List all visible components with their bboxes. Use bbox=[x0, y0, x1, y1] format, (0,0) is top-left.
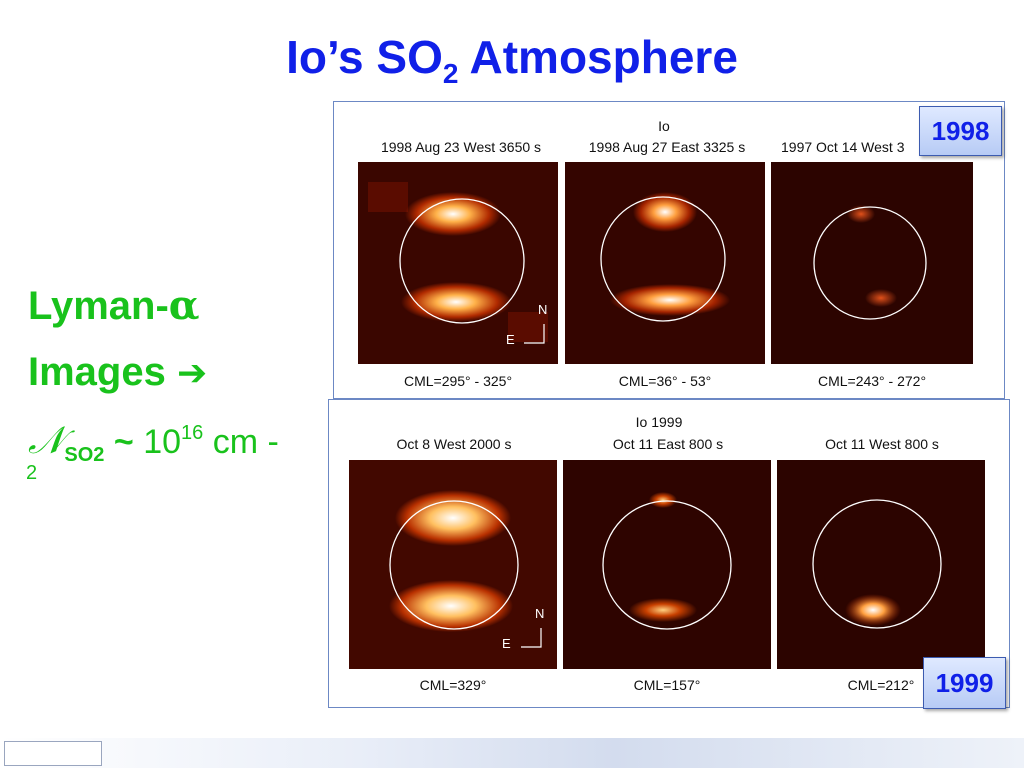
cml-label: CML=295° - 325° bbox=[403, 373, 513, 389]
cml-label: CML=212° bbox=[847, 677, 915, 693]
alpha-symbol: α bbox=[168, 282, 200, 329]
cml-label: CML=329° bbox=[419, 677, 487, 693]
lyman-alpha-image bbox=[565, 162, 765, 364]
panel-heading: Io 1999 bbox=[635, 414, 683, 430]
lyman-alpha-image bbox=[771, 162, 973, 364]
year-badge-1999: 1999 bbox=[923, 657, 1006, 709]
footer-bar bbox=[0, 738, 1024, 768]
image-caption: 1998 Aug 23 West 3650 s bbox=[380, 139, 542, 155]
lyman-alpha-image: N E bbox=[358, 162, 558, 364]
lyman-alpha-image bbox=[777, 460, 985, 669]
panel-heading: Io bbox=[658, 118, 670, 134]
year-badge-1998: 1998 bbox=[919, 106, 1002, 156]
lyman-alpha-image bbox=[563, 460, 771, 669]
compass-e: E bbox=[502, 636, 511, 651]
lyman-alpha-label: Lyman-α bbox=[28, 282, 200, 329]
lyman-alpha-image: N E bbox=[349, 460, 557, 669]
image-caption: Oct 8 West 2000 s bbox=[396, 436, 512, 452]
compass-n: N bbox=[538, 302, 547, 317]
panel-1998: Io 1998 Aug 23 West 3650 s 1998 Aug 27 E… bbox=[333, 101, 1005, 399]
column-density-exponent: 2 bbox=[26, 462, 38, 484]
n-symbol: 𝒩 bbox=[28, 418, 65, 462]
right-arrow-icon: ➔ bbox=[176, 353, 208, 394]
image-caption: 1998 Aug 27 East 3325 s bbox=[588, 139, 746, 155]
slide-title: Io’s SO2 Atmosphere bbox=[286, 31, 738, 89]
column-density-label: 𝒩SO2 ~ 1016 cm - bbox=[28, 418, 279, 466]
image-caption: 1997 Oct 14 West 3 bbox=[781, 139, 905, 155]
images-label: Images ➔ bbox=[28, 350, 208, 394]
image-caption: Oct 11 East 800 s bbox=[612, 436, 724, 452]
cml-label: CML=36° - 53° bbox=[618, 373, 712, 389]
image-caption: Oct 11 West 800 s bbox=[825, 436, 939, 452]
slide-thumbnail bbox=[4, 741, 102, 766]
cml-label: CML=243° - 272° bbox=[817, 373, 927, 389]
cml-label: CML=157° bbox=[633, 677, 701, 693]
compass-n: N bbox=[535, 606, 544, 621]
panel-1999: Io 1999 Oct 8 West 2000 s Oct 11 East 80… bbox=[328, 399, 1010, 708]
compass-e: E bbox=[506, 332, 515, 347]
